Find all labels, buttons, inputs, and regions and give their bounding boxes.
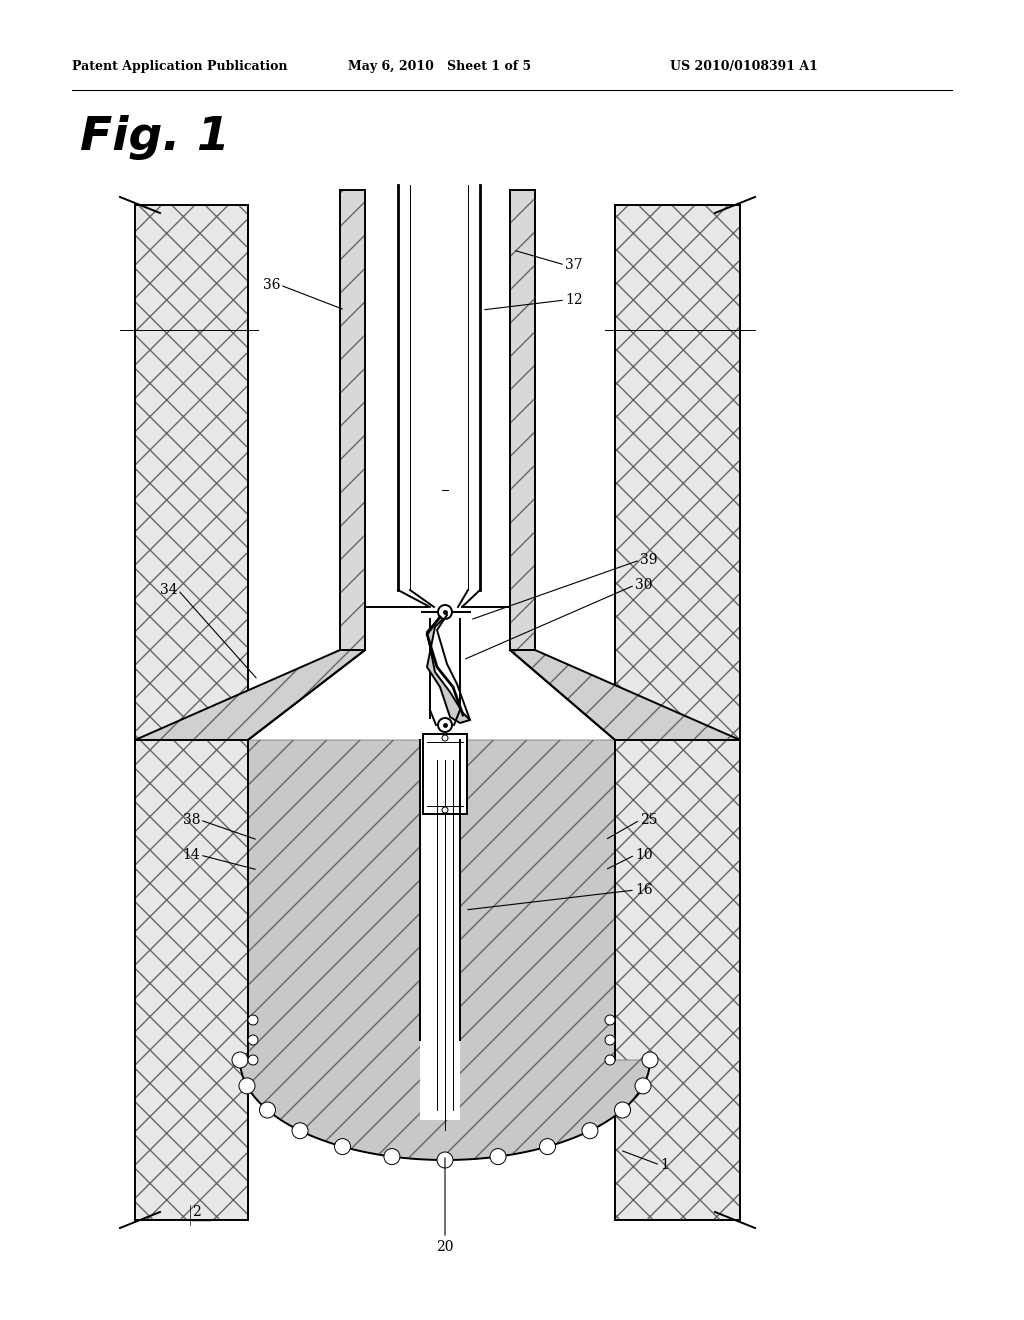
Circle shape (635, 1078, 651, 1094)
Circle shape (540, 1139, 555, 1155)
Polygon shape (135, 649, 365, 741)
Circle shape (442, 807, 449, 813)
Circle shape (582, 1123, 598, 1139)
Text: 10: 10 (635, 847, 652, 862)
Text: 36: 36 (262, 279, 280, 292)
Bar (423, 734, 467, 814)
Circle shape (259, 1102, 275, 1118)
Text: 25: 25 (640, 813, 657, 828)
Text: US 2010/0108391 A1: US 2010/0108391 A1 (670, 59, 818, 73)
Circle shape (248, 1055, 258, 1065)
Bar (398, 185, 480, 590)
Circle shape (248, 1035, 258, 1045)
Circle shape (239, 1078, 255, 1094)
Circle shape (335, 1139, 350, 1155)
Bar (365, 190, 510, 649)
Circle shape (437, 1152, 453, 1168)
Text: Patent Application Publication: Patent Application Publication (72, 59, 288, 73)
Text: 16: 16 (635, 883, 652, 898)
Text: 1: 1 (660, 1158, 669, 1172)
Circle shape (442, 735, 449, 741)
Text: 12: 12 (565, 293, 583, 308)
Polygon shape (427, 615, 470, 723)
Text: 2: 2 (193, 1205, 201, 1218)
Circle shape (248, 1015, 258, 1026)
Circle shape (292, 1123, 308, 1139)
Circle shape (605, 1035, 615, 1045)
Polygon shape (510, 649, 740, 741)
Polygon shape (615, 205, 740, 1220)
Circle shape (605, 1015, 615, 1026)
Polygon shape (340, 190, 365, 649)
Text: 14: 14 (182, 847, 200, 862)
Bar (410, 590, 468, 607)
Bar (420, 741, 460, 1119)
Text: 30: 30 (635, 578, 652, 591)
Circle shape (605, 1055, 615, 1065)
Circle shape (438, 718, 452, 733)
Text: 37: 37 (565, 257, 583, 272)
Text: 20: 20 (436, 1239, 454, 1254)
Polygon shape (510, 190, 535, 649)
Polygon shape (240, 741, 650, 1160)
Circle shape (490, 1148, 506, 1164)
Text: May 6, 2010   Sheet 1 of 5: May 6, 2010 Sheet 1 of 5 (348, 59, 531, 73)
Circle shape (438, 605, 452, 619)
Polygon shape (135, 205, 248, 1220)
Text: 39: 39 (640, 553, 657, 568)
Text: Fig. 1: Fig. 1 (80, 115, 229, 160)
Circle shape (384, 1148, 400, 1164)
Circle shape (614, 1102, 631, 1118)
Circle shape (642, 1052, 658, 1068)
Text: 38: 38 (182, 813, 200, 828)
Circle shape (232, 1052, 248, 1068)
Text: 34: 34 (161, 583, 178, 597)
